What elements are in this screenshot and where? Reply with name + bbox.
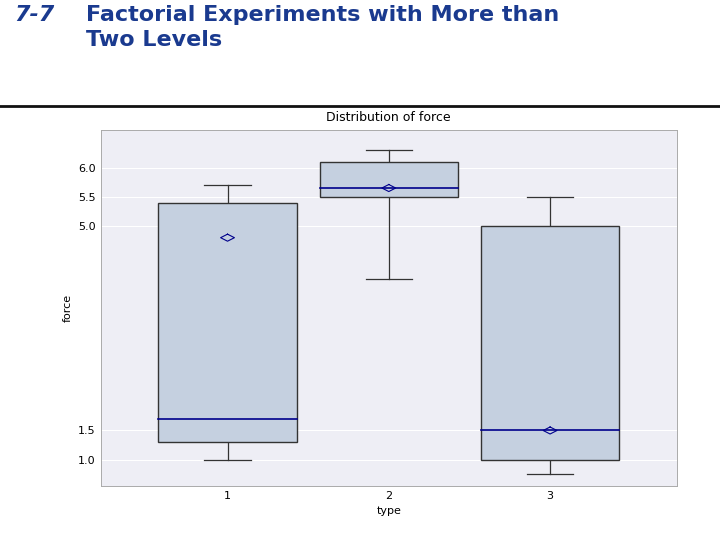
X-axis label: type: type: [377, 507, 401, 516]
Bar: [158, 202, 297, 442]
Bar: [320, 162, 458, 197]
Title: Distribution of force: Distribution of force: [326, 111, 451, 124]
Text: Factorial Experiments with More than
Two Levels: Factorial Experiments with More than Two…: [86, 5, 559, 50]
Y-axis label: force: force: [63, 294, 73, 322]
Bar: [481, 226, 619, 460]
Text: 7-7: 7-7: [14, 5, 55, 25]
